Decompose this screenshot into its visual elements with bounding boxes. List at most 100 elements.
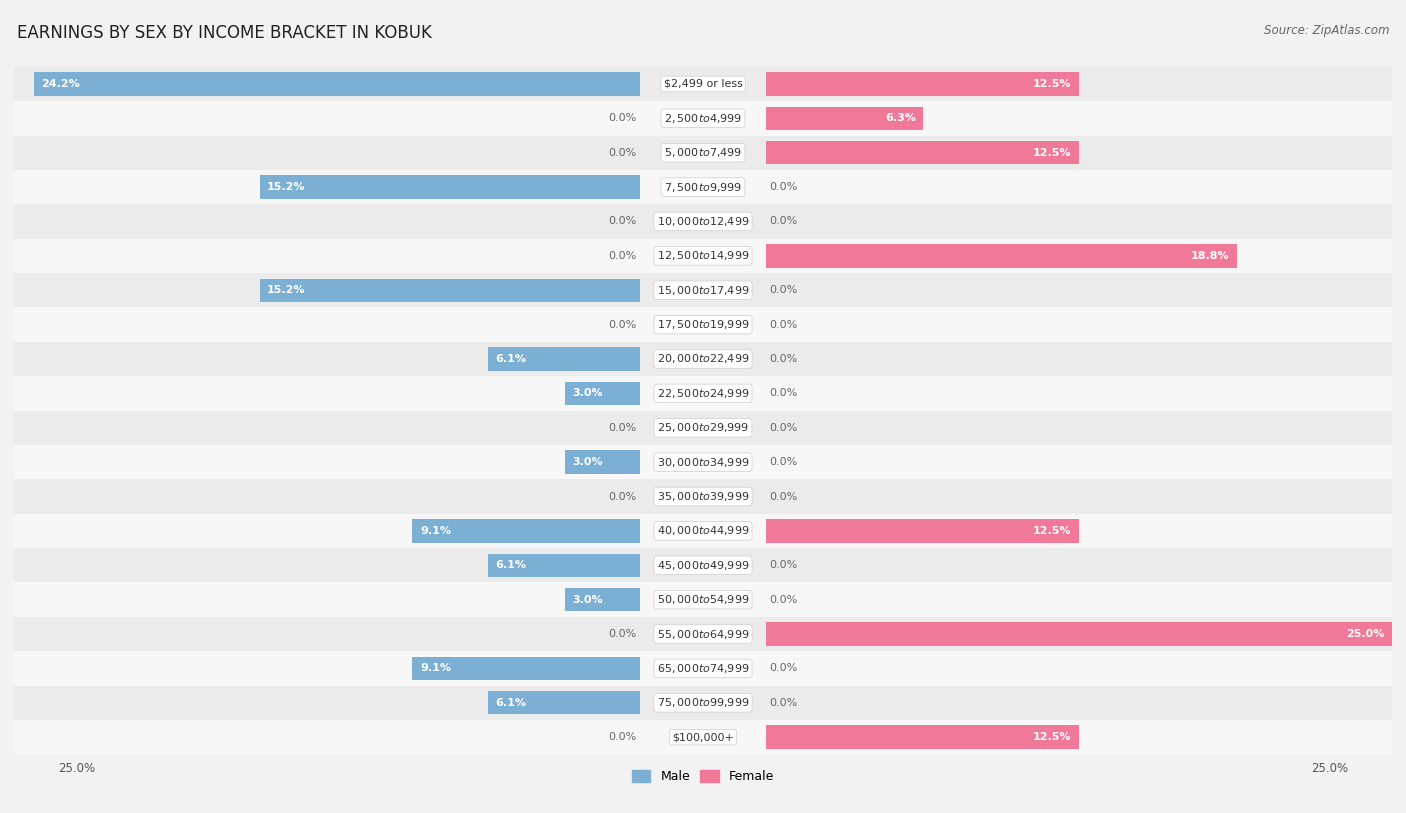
Bar — [14, 170, 1392, 204]
Text: 3.0%: 3.0% — [572, 389, 603, 398]
Text: 0.0%: 0.0% — [769, 594, 797, 605]
Text: 6.1%: 6.1% — [495, 560, 526, 570]
Text: Source: ZipAtlas.com: Source: ZipAtlas.com — [1264, 24, 1389, 37]
Bar — [14, 307, 1392, 341]
Text: $40,000 to $44,999: $40,000 to $44,999 — [657, 524, 749, 537]
Text: 24.2%: 24.2% — [42, 79, 80, 89]
Text: 0.0%: 0.0% — [769, 663, 797, 673]
Text: 0.0%: 0.0% — [769, 285, 797, 295]
Bar — [14, 685, 1392, 720]
Bar — [14, 480, 1392, 514]
Text: 0.0%: 0.0% — [609, 320, 637, 329]
Text: 0.0%: 0.0% — [609, 423, 637, 433]
Text: EARNINGS BY SEX BY INCOME BRACKET IN KOBUK: EARNINGS BY SEX BY INCOME BRACKET IN KOB… — [17, 24, 432, 42]
Bar — [14, 548, 1392, 582]
Text: $50,000 to $54,999: $50,000 to $54,999 — [657, 593, 749, 606]
Bar — [412, 657, 640, 680]
Bar — [488, 554, 640, 577]
Text: 12.5%: 12.5% — [1033, 79, 1071, 89]
Bar — [565, 588, 640, 611]
Text: 0.0%: 0.0% — [609, 733, 637, 742]
Text: $20,000 to $22,499: $20,000 to $22,499 — [657, 353, 749, 366]
Bar — [14, 411, 1392, 445]
Bar — [14, 376, 1392, 411]
Bar — [488, 691, 640, 715]
Bar — [766, 520, 1078, 542]
Text: 0.0%: 0.0% — [609, 148, 637, 158]
Text: 0.0%: 0.0% — [769, 320, 797, 329]
Bar — [14, 720, 1392, 754]
Bar — [14, 514, 1392, 548]
Text: 6.1%: 6.1% — [495, 698, 526, 708]
Text: 0.0%: 0.0% — [609, 251, 637, 261]
Text: 25.0%: 25.0% — [1346, 629, 1385, 639]
Text: 0.0%: 0.0% — [609, 113, 637, 124]
Bar — [14, 341, 1392, 376]
Text: 0.0%: 0.0% — [609, 629, 637, 639]
Text: $5,000 to $7,499: $5,000 to $7,499 — [664, 146, 742, 159]
Text: 0.0%: 0.0% — [769, 354, 797, 364]
Text: 0.0%: 0.0% — [769, 560, 797, 570]
Text: 0.0%: 0.0% — [769, 492, 797, 502]
Text: $75,000 to $99,999: $75,000 to $99,999 — [657, 696, 749, 709]
Text: 3.0%: 3.0% — [572, 594, 603, 605]
Text: $10,000 to $12,499: $10,000 to $12,499 — [657, 215, 749, 228]
Text: 0.0%: 0.0% — [609, 492, 637, 502]
Bar — [565, 381, 640, 405]
Bar — [14, 136, 1392, 170]
Text: $15,000 to $17,499: $15,000 to $17,499 — [657, 284, 749, 297]
Bar — [766, 72, 1078, 96]
Bar — [412, 520, 640, 542]
Bar — [766, 622, 1392, 646]
Text: 0.0%: 0.0% — [769, 423, 797, 433]
Text: 0.0%: 0.0% — [769, 216, 797, 227]
Bar — [14, 101, 1392, 136]
Bar — [766, 141, 1078, 164]
Bar — [14, 582, 1392, 617]
Text: 15.2%: 15.2% — [267, 285, 305, 295]
Text: 0.0%: 0.0% — [769, 457, 797, 467]
Text: $65,000 to $74,999: $65,000 to $74,999 — [657, 662, 749, 675]
Bar — [14, 239, 1392, 273]
Text: 0.0%: 0.0% — [769, 698, 797, 708]
Text: 18.8%: 18.8% — [1191, 251, 1229, 261]
Text: $2,499 or less: $2,499 or less — [664, 79, 742, 89]
Bar — [14, 67, 1392, 101]
Text: 0.0%: 0.0% — [769, 182, 797, 192]
Bar — [766, 725, 1078, 749]
Text: 9.1%: 9.1% — [420, 526, 451, 536]
Text: 0.0%: 0.0% — [609, 216, 637, 227]
Text: $100,000+: $100,000+ — [672, 733, 734, 742]
Text: 9.1%: 9.1% — [420, 663, 451, 673]
Bar — [260, 176, 640, 199]
Text: $30,000 to $34,999: $30,000 to $34,999 — [657, 455, 749, 468]
Text: $25,000 to $29,999: $25,000 to $29,999 — [657, 421, 749, 434]
Text: 6.1%: 6.1% — [495, 354, 526, 364]
Text: $55,000 to $64,999: $55,000 to $64,999 — [657, 628, 749, 641]
Text: 12.5%: 12.5% — [1033, 733, 1071, 742]
Bar — [565, 450, 640, 474]
Bar — [14, 651, 1392, 685]
Bar — [766, 244, 1237, 267]
Text: $17,500 to $19,999: $17,500 to $19,999 — [657, 318, 749, 331]
Text: $2,500 to $4,999: $2,500 to $4,999 — [664, 112, 742, 125]
Text: 12.5%: 12.5% — [1033, 526, 1071, 536]
Text: $35,000 to $39,999: $35,000 to $39,999 — [657, 490, 749, 503]
Text: 15.2%: 15.2% — [267, 182, 305, 192]
Bar — [14, 204, 1392, 239]
Text: $45,000 to $49,999: $45,000 to $49,999 — [657, 559, 749, 572]
Bar — [488, 347, 640, 371]
Text: 3.0%: 3.0% — [572, 457, 603, 467]
Text: $22,500 to $24,999: $22,500 to $24,999 — [657, 387, 749, 400]
Bar — [34, 72, 640, 96]
Text: 12.5%: 12.5% — [1033, 148, 1071, 158]
Text: 6.3%: 6.3% — [884, 113, 915, 124]
Bar — [260, 279, 640, 302]
Bar — [14, 273, 1392, 307]
Text: 0.0%: 0.0% — [769, 389, 797, 398]
Bar — [14, 617, 1392, 651]
Text: $12,500 to $14,999: $12,500 to $14,999 — [657, 250, 749, 263]
Bar — [14, 445, 1392, 480]
Legend: Male, Female: Male, Female — [627, 764, 779, 788]
Bar — [766, 107, 924, 130]
